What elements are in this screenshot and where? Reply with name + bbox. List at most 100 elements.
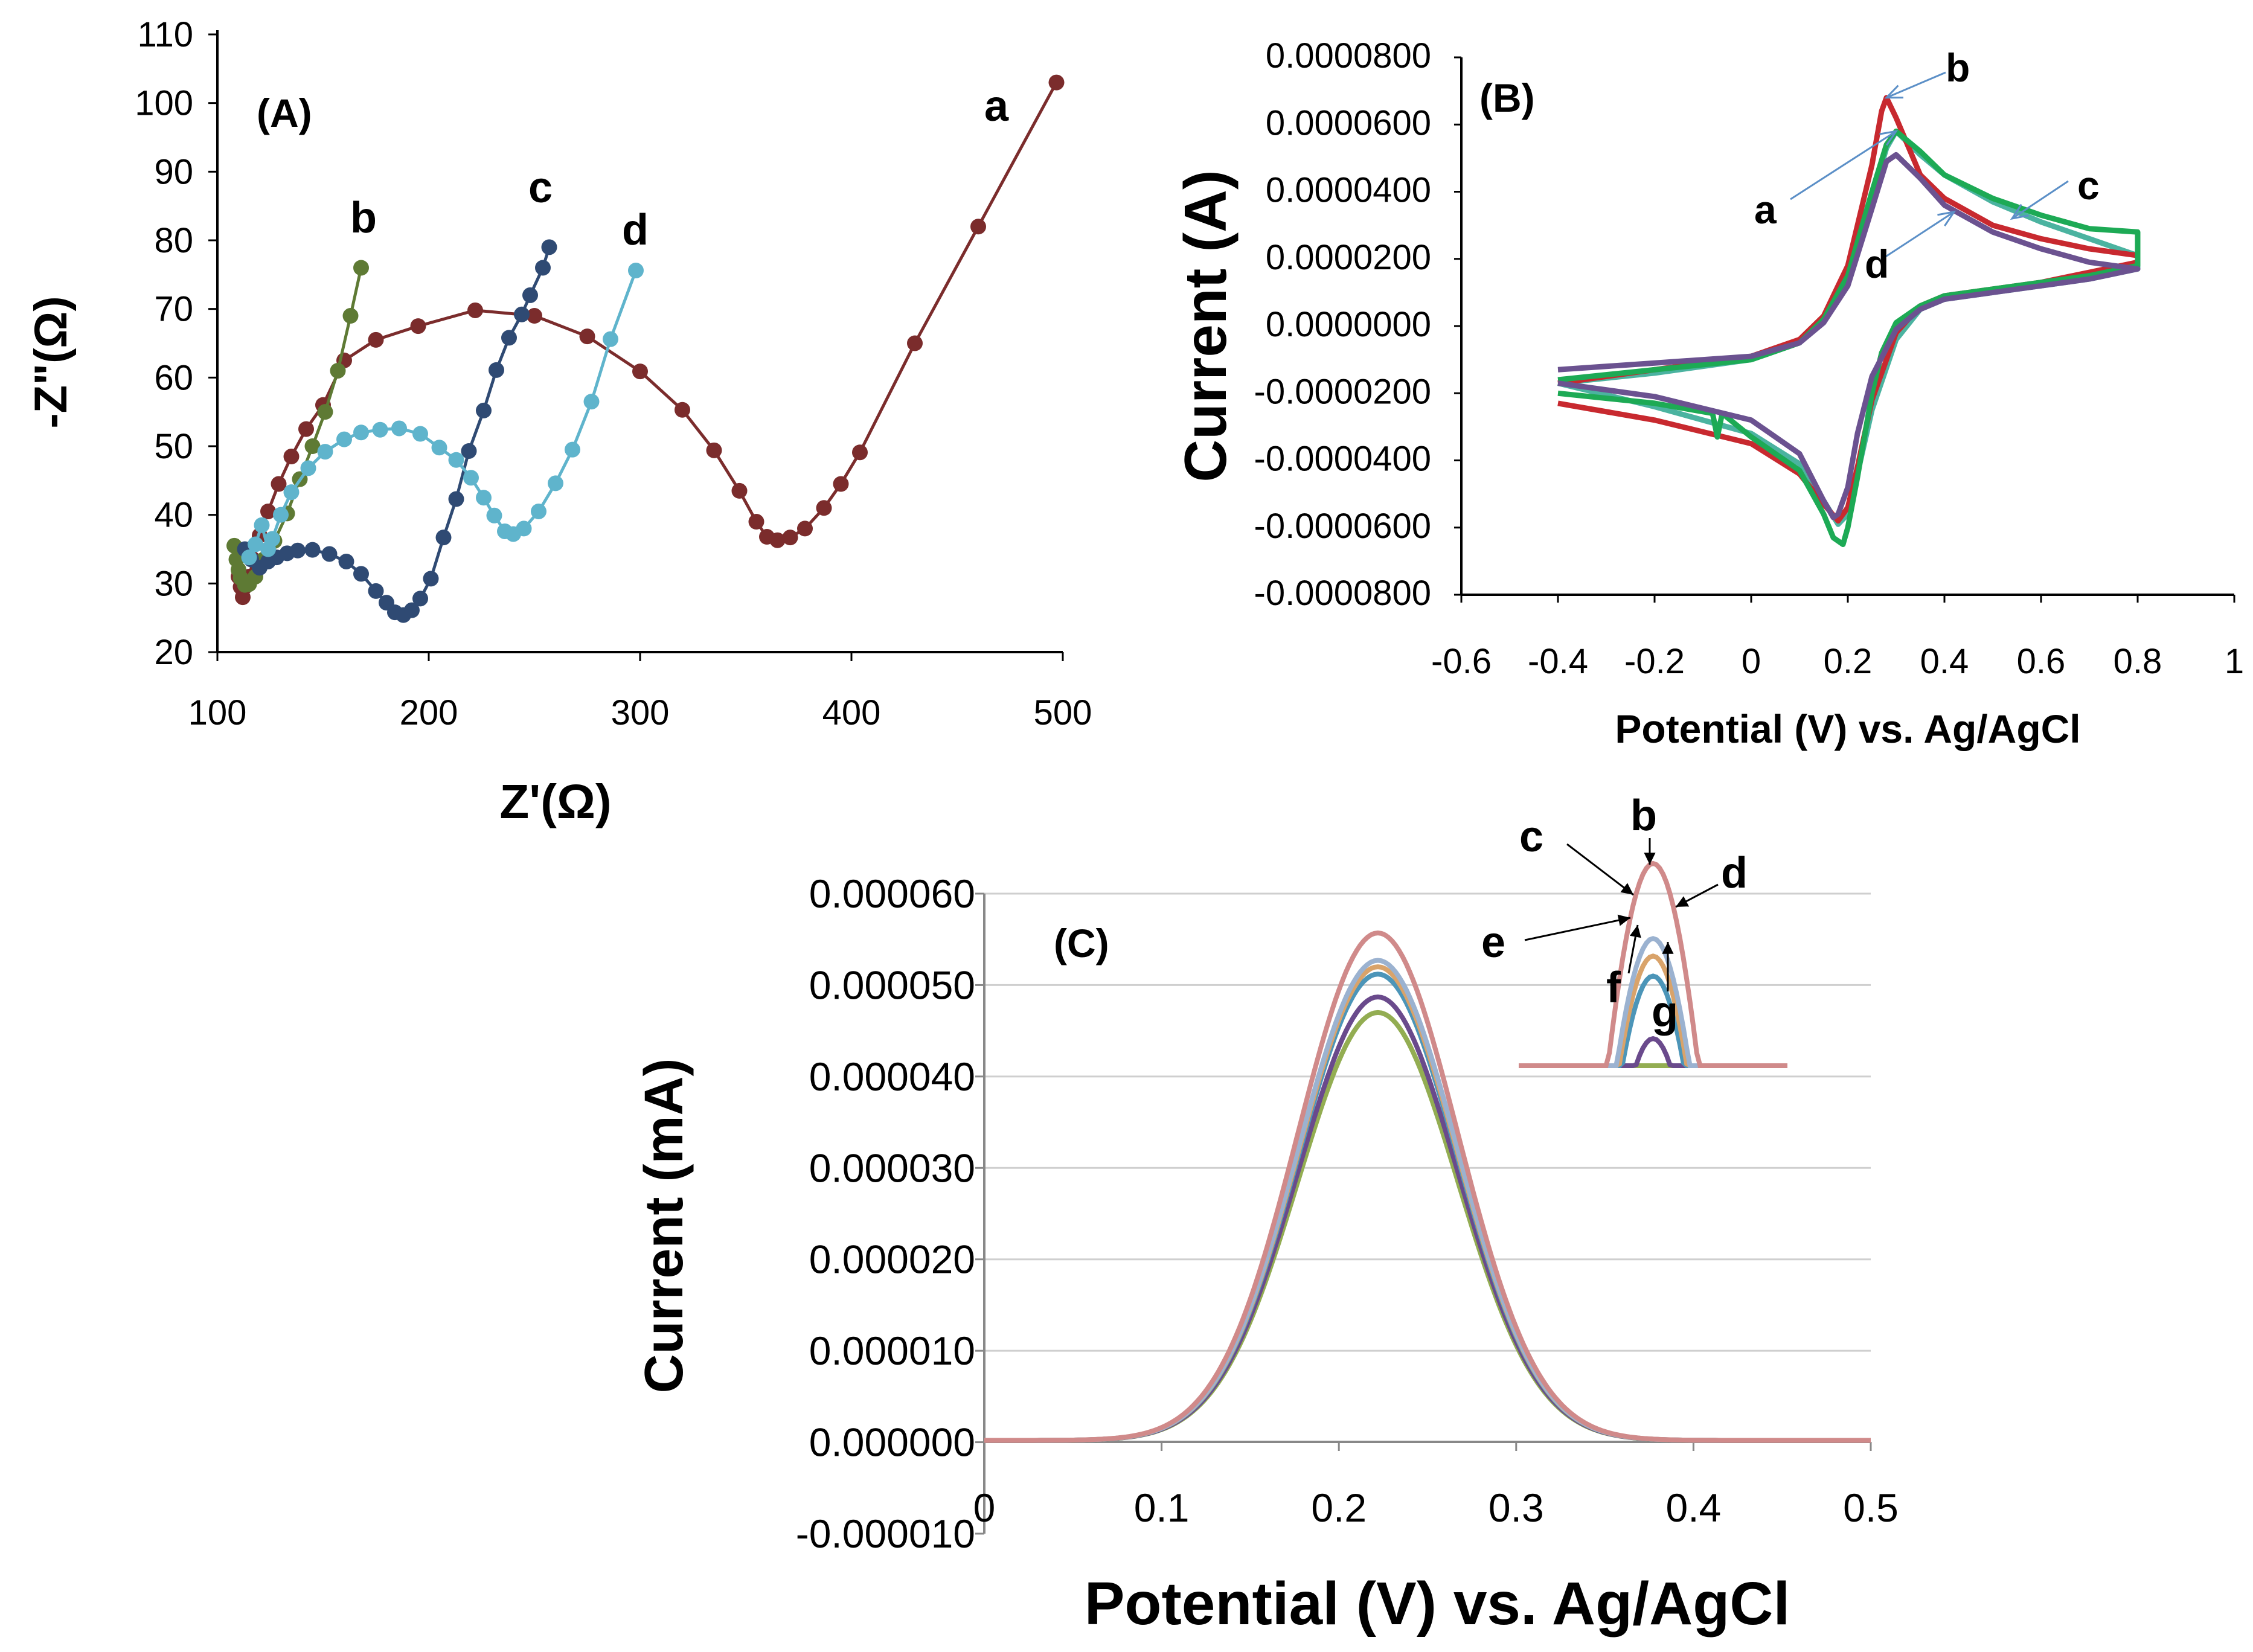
inset-arrowhead-d [1676,896,1689,907]
panel-a-point-d [254,517,270,533]
panel-a-point-c [476,402,492,418]
inset-arrow-e [1524,917,1631,941]
panel-b-series-label-c: c [2077,163,2100,208]
panel-a: 20 30 40 50 60 70 80 90 100 110 100 200 300 400 500 (A… [25,15,1092,828]
panel-a-point-d [548,475,563,491]
panel-a-point-d [412,426,428,442]
panel-b-series-label-d: d [1865,242,1889,286]
panel-b-x-tick-label: 0 [1742,642,1761,681]
panel-a-series-d-line [248,270,638,559]
panel-b-arrow-b [1886,71,1946,99]
panel-b-y-tick-label: -0.0000200 [1254,372,1431,411]
panel-c-series-c [984,958,1871,1443]
panel-a-point-c [435,530,452,546]
panel-c-x-tick-label: 0.3 [1489,1485,1544,1530]
panel-a-y-label: -Z"(Ω) [25,296,77,428]
panel-a-point-d [283,484,300,501]
panel-a-point-c [461,443,477,459]
panel-a-point-c [412,591,428,607]
panel-a-point-d [248,536,263,552]
panel-a-point-d [448,452,464,468]
inset-arrowhead-c [1620,883,1633,895]
panel-c-x-label: Potential (V) vs. Ag/AgCl [1085,1570,1790,1638]
panel-c: -0.000010 0.000000 0.000010 0.000020 0.00003… [634,792,1899,1638]
panel-b-x-tick-label: 0.4 [1920,642,1969,681]
panel-a-point-c [368,583,384,599]
panel-c-y-tick-label: 0.000040 [809,1054,975,1099]
panel-b: -0.0000800 -0.0000600 -0.0000400 -0.0000200… [1172,36,2244,751]
panel-a-y-tick-label: 110 [138,15,193,54]
panel-a-point-d [531,503,546,519]
panel-a-point-b [317,404,333,420]
panel-a-series-a-line [237,82,1058,598]
panel-a-point-a [271,476,287,492]
panel-a-series-label-a: a [984,82,1009,130]
panel-a-label: (A) [257,91,312,135]
panel-b-series-b [1557,95,2141,524]
panel-b-y-tick-label: 0.0000600 [1266,103,1431,142]
panel-a-x-label: Z'(Ω) [499,775,611,828]
panel-c-x-tick-label: 0.2 [1311,1485,1367,1530]
panel-a-point-a [579,328,595,345]
panel-a-point-a [907,335,923,351]
panel-a-point-b [304,438,321,454]
panel-a-y-tick-label: 80 [154,221,193,260]
panel-a-point-a [410,318,426,335]
panel-a-point-d [463,470,479,486]
panel-a-point-c [535,260,551,276]
panel-a-y-tick-label: 50 [154,427,193,466]
panel-b-y-label: Current (A) [1172,170,1239,482]
panel-a-point-c [338,553,354,569]
panel-a-point-c [353,566,369,582]
panel-a-point-a [527,308,542,324]
panel-b-label: (B) [1479,75,1535,120]
panel-a-x-tick-label: 400 [822,693,881,732]
panel-a-point-c [404,602,420,618]
panel-b-y-tick-label: -0.0000600 [1254,507,1431,546]
panel-c-x-tick-label: 0 [973,1485,996,1530]
panel-b-x-label: Potential (V) vs. Ag/AgCl [1615,706,2080,751]
panel-b-series-c [1557,128,2141,548]
panel-a-point-a [467,302,483,318]
panel-a-point-b [342,308,359,324]
panel-a-x-tick-label: 500 [1034,693,1092,732]
panel-a-point-b [330,362,346,379]
panel-a-point-d [583,394,600,410]
panel-b-x-tick-label: 0.8 [2114,642,2162,681]
panel-c-y-tick-label: 0.000030 [809,1145,975,1190]
panel-a-point-c [514,306,530,322]
panel-b-y-tick-label: -0.0000800 [1254,574,1431,613]
panel-a-point-a [769,532,786,548]
inset-arrowhead-b [1644,853,1656,865]
panel-a-series-label-d: d [622,206,649,254]
panel-c-x-tick-label: 0.4 [1666,1485,1722,1530]
panel-a-point-d [391,420,407,437]
panel-a-point-c [423,571,439,587]
panel-b-series-d [1557,152,2141,520]
panel-a-point-d [486,507,502,523]
panel-c-label: (C) [1054,921,1109,965]
panel-a-point-c [304,542,321,558]
panel-b-arrowhead-d [1937,210,1957,226]
panel-a-point-d [603,331,618,347]
panel-a-y-tick-label: 100 [135,84,193,123]
panel-a-point-d [273,507,289,523]
panel-a-point-c [448,491,464,507]
panel-b-arrowhead-c [2010,203,2029,220]
panel-a-point-a [675,402,690,418]
panel-b-y-tick-label: 0.0000400 [1266,171,1431,210]
panel-a-y-tick-label: 20 [154,633,193,672]
panel-a-point-a [833,476,849,492]
inset-arrowhead-g [1662,942,1674,954]
panel-c-y-tick-label: 0.000010 [809,1328,975,1373]
panel-a-point-d [476,490,492,506]
panel-b-x-tick-label: 0.2 [1824,642,1873,681]
panel-b-y-tick-label: -0.0000400 [1254,440,1431,479]
panel-c-y-tick-label: 0.000060 [809,871,975,916]
panel-b-x-tick-label: -0.6 [1431,642,1492,681]
panel-a-point-d [565,441,580,458]
panel-a-point-a [852,444,868,461]
panel-a-x-tick-label: 200 [400,693,458,732]
panel-b-series-label-a: a [1754,187,1777,232]
